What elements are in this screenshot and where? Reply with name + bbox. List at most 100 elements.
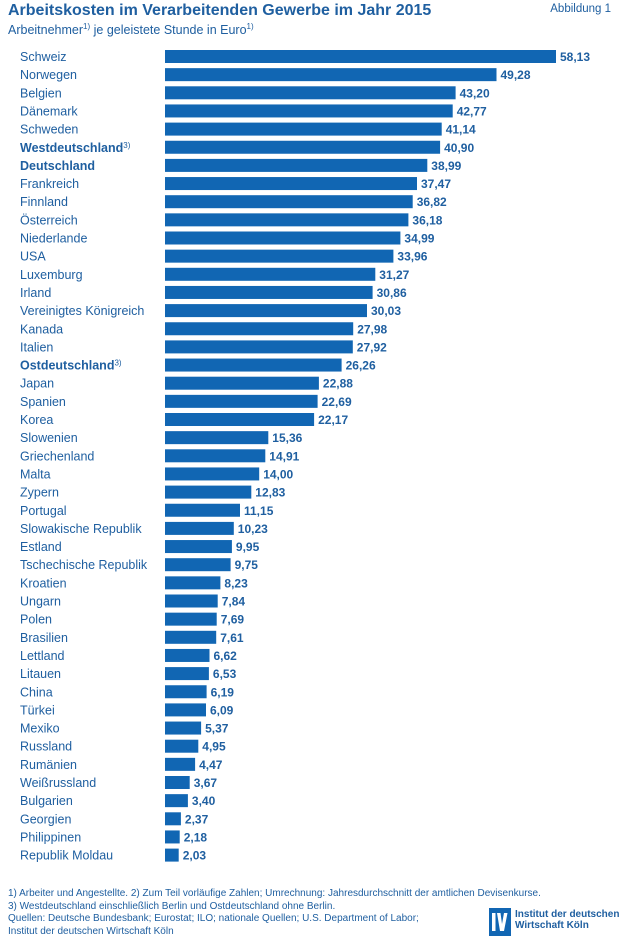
bar: [165, 794, 188, 808]
value-label: 41,14: [446, 123, 476, 137]
value-label: 6,09: [210, 703, 234, 717]
category-label: Bulgarien: [20, 794, 73, 808]
category-label: Westdeutschland3): [20, 140, 131, 155]
category-label: Japan: [20, 377, 54, 391]
sources-line-1: Quellen: Deutsche Bundesbank; Eurostat; …: [8, 913, 419, 924]
category-label: Irland: [20, 286, 51, 300]
bar: [165, 449, 266, 463]
value-label: 2,03: [183, 849, 207, 863]
value-label: 11,15: [244, 504, 274, 518]
bar: [165, 848, 179, 862]
value-label: 10,23: [238, 522, 268, 536]
category-label: Ungarn: [20, 595, 61, 609]
value-label: 22,69: [322, 395, 352, 409]
category-label: USA: [20, 250, 46, 264]
bar: [165, 158, 428, 172]
value-label: 14,00: [263, 467, 293, 481]
figure-label: Abbildung 1: [550, 3, 611, 15]
value-label: 27,98: [357, 322, 387, 336]
category-label: Türkei: [20, 703, 55, 717]
category-label: Belgien: [20, 86, 62, 100]
bar: [165, 431, 269, 445]
bar: [165, 576, 221, 590]
bar: [165, 267, 376, 281]
value-label: 9,75: [235, 558, 259, 572]
bar: [165, 703, 206, 717]
bar: [165, 503, 240, 517]
bar: [165, 104, 453, 118]
bar: [165, 122, 442, 136]
category-label: Litauen: [20, 667, 61, 681]
bar: [165, 358, 342, 372]
category-label: Kanada: [20, 322, 63, 336]
value-label: 58,13: [560, 50, 590, 64]
bar: [165, 558, 231, 572]
bar: [165, 485, 252, 499]
value-label: 37,47: [421, 177, 451, 191]
bar: [165, 322, 354, 336]
subtitle-text-unit: je geleistete Stunde in Euro: [90, 23, 247, 38]
value-label: 4,95: [202, 740, 226, 754]
bar: [165, 231, 401, 245]
category-label: Griechenland: [20, 449, 94, 463]
category-footnote-ref: 3): [123, 140, 130, 149]
category-label: Mexiko: [20, 722, 60, 736]
category-label: Georgien: [20, 812, 71, 826]
category-label: Italien: [20, 340, 53, 354]
category-label: Republik Moldau: [20, 849, 113, 863]
value-label: 43,20: [460, 86, 490, 100]
footnotes: 1) Arbeiter und Angestellte. 2) Zum Teil…: [8, 888, 541, 938]
value-label: 14,91: [269, 449, 299, 463]
bar-chart: Schweiz 58,13 Norwegen 49,28 Belgien 43,20 Dän…: [20, 50, 590, 863]
category-label: Weißrussland: [20, 776, 96, 790]
category-label: Finnland: [20, 195, 68, 209]
value-label: 3,67: [194, 776, 218, 790]
category-label: Ostdeutschland3): [20, 358, 122, 373]
category-label: Niederlande: [20, 232, 87, 246]
bar: [165, 140, 441, 154]
value-label: 22,88: [323, 377, 353, 391]
category-label: Tschechische Republik: [20, 558, 148, 572]
value-label: 7,69: [221, 613, 245, 627]
bar: [165, 177, 417, 191]
bar: [165, 830, 180, 844]
value-label: 26,26: [346, 359, 376, 373]
value-label: 4,47: [199, 758, 223, 772]
category-label: Rumänien: [20, 758, 77, 772]
category-label: Schweiz: [20, 50, 67, 64]
value-label: 12,83: [255, 486, 285, 500]
value-label: 5,37: [205, 722, 229, 736]
category-label: Philippinen: [20, 830, 81, 844]
category-label: Deutschland: [20, 159, 95, 173]
bar: [165, 594, 218, 608]
value-label: 2,37: [185, 812, 209, 826]
bar: [165, 413, 315, 426]
bar: [165, 721, 202, 735]
value-label: 40,90: [444, 141, 474, 155]
value-label: 6,53: [213, 667, 237, 681]
value-label: 6,62: [214, 649, 238, 663]
value-label: 27,92: [357, 340, 387, 354]
bar: [165, 285, 373, 299]
bar: [165, 249, 394, 263]
bar: [165, 739, 199, 753]
bar: [165, 630, 217, 644]
category-label: Norwegen: [20, 68, 77, 82]
value-label: 38,99: [431, 159, 461, 173]
bar: [165, 68, 497, 82]
bar: [165, 213, 409, 227]
bar: [165, 667, 209, 681]
bar: [165, 467, 260, 481]
bar: [165, 685, 207, 699]
bar: [165, 304, 367, 318]
category-label: Malta: [20, 467, 51, 481]
category-label: Polen: [20, 613, 52, 627]
bar: [165, 195, 413, 209]
category-label: Dänemark: [20, 104, 78, 118]
category-label: Slowenien: [20, 431, 78, 445]
value-label: 36,82: [417, 195, 447, 209]
value-label: 22,17: [318, 413, 348, 427]
value-label: 49,28: [501, 68, 531, 82]
bar: [165, 340, 353, 354]
logo-text-line-1: Institut der deutschen: [515, 909, 619, 920]
